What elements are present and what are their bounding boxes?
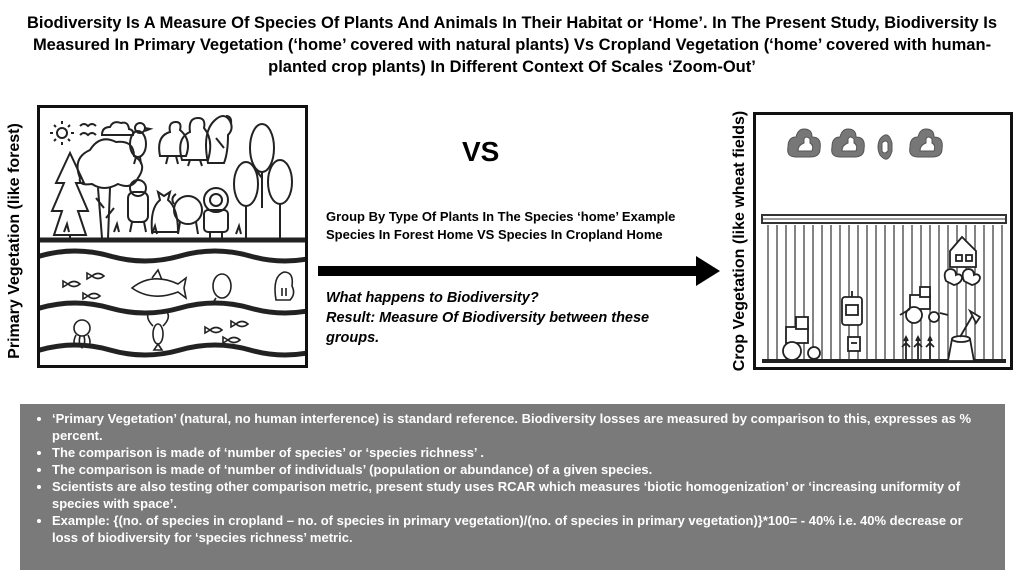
chicken-icon [943, 268, 981, 286]
notes-box: ‘Primary Vegetation’ (natural, no human … [20, 404, 1005, 570]
animal-icon [171, 193, 203, 235]
vs-label: VS [462, 136, 500, 167]
cloud-icon [909, 128, 943, 158]
fish-icon [62, 279, 82, 289]
tree-icon [233, 161, 259, 238]
tree-icon [267, 159, 293, 238]
animal-icon [203, 187, 229, 238]
note-item: Scientists are also testing other compar… [52, 478, 991, 512]
fence-icon [761, 214, 1007, 224]
sun-icon [50, 121, 74, 145]
page-title: Biodiversity Is A Measure Of Species Of … [26, 14, 998, 76]
question-text: What happens to Biodiversity? [326, 290, 539, 306]
note-item: Example: {(no. of species in cropland – … [52, 512, 991, 546]
result-text: Result: Measure Of Biodiversity between … [326, 310, 650, 346]
lobster-icon [146, 311, 170, 351]
forest-illustration [40, 115, 305, 358]
tractor-icon [899, 286, 949, 324]
parrot-icon [205, 115, 233, 164]
barn-icon [949, 235, 977, 268]
cropland-panel [753, 112, 1013, 370]
primary-vegetation-label: Primary Vegetation (like forest) [6, 123, 23, 359]
river-icon [40, 248, 305, 264]
cloud-icon [100, 121, 135, 136]
crop-icon [847, 336, 861, 352]
shark-icon [130, 268, 188, 300]
note-item: ‘Primary Vegetation’ (natural, no human … [52, 410, 991, 444]
forest-panel [37, 105, 308, 368]
question-block: What happens to Biodiversity? Result: Me… [326, 288, 686, 348]
tree-icon [50, 150, 90, 240]
bird-icon [129, 122, 154, 165]
fish-icon [230, 319, 250, 329]
cloud-icon [831, 128, 865, 158]
river-icon [40, 342, 305, 358]
machine-icon [841, 291, 863, 326]
octopus-icon [73, 319, 91, 349]
tree-icon [76, 138, 144, 239]
walrus-icon [274, 271, 295, 301]
cloud-icon [877, 134, 893, 160]
comparison-arrow [318, 256, 720, 286]
birds-icon [79, 123, 97, 137]
duck-icon [179, 116, 212, 167]
fish-icon [82, 291, 102, 301]
stump-axe-icon [946, 308, 982, 362]
fish-icon [222, 335, 242, 345]
duck-icon [158, 120, 189, 165]
note-item: The comparison is made of ‘number of ind… [52, 461, 991, 478]
fish-icon [210, 273, 232, 306]
notes-list: ‘Primary Vegetation’ (natural, no human … [32, 410, 991, 546]
crop-vegetation-label: Crop Vegetation (like wheat fields) [731, 110, 748, 372]
river-icon [40, 300, 305, 316]
tractor-icon [782, 316, 821, 361]
tree-icon [249, 123, 275, 208]
crop-icon [901, 334, 935, 361]
fish-icon [86, 271, 106, 281]
fish-icon [204, 325, 224, 335]
group-description: Group By Type Of Plants In The Species ‘… [326, 209, 676, 242]
note-item: The comparison is made of ‘number of spe… [52, 444, 991, 461]
animal-icon [127, 179, 149, 233]
cropland-illustration [761, 128, 1007, 363]
cloud-icon [787, 128, 821, 158]
